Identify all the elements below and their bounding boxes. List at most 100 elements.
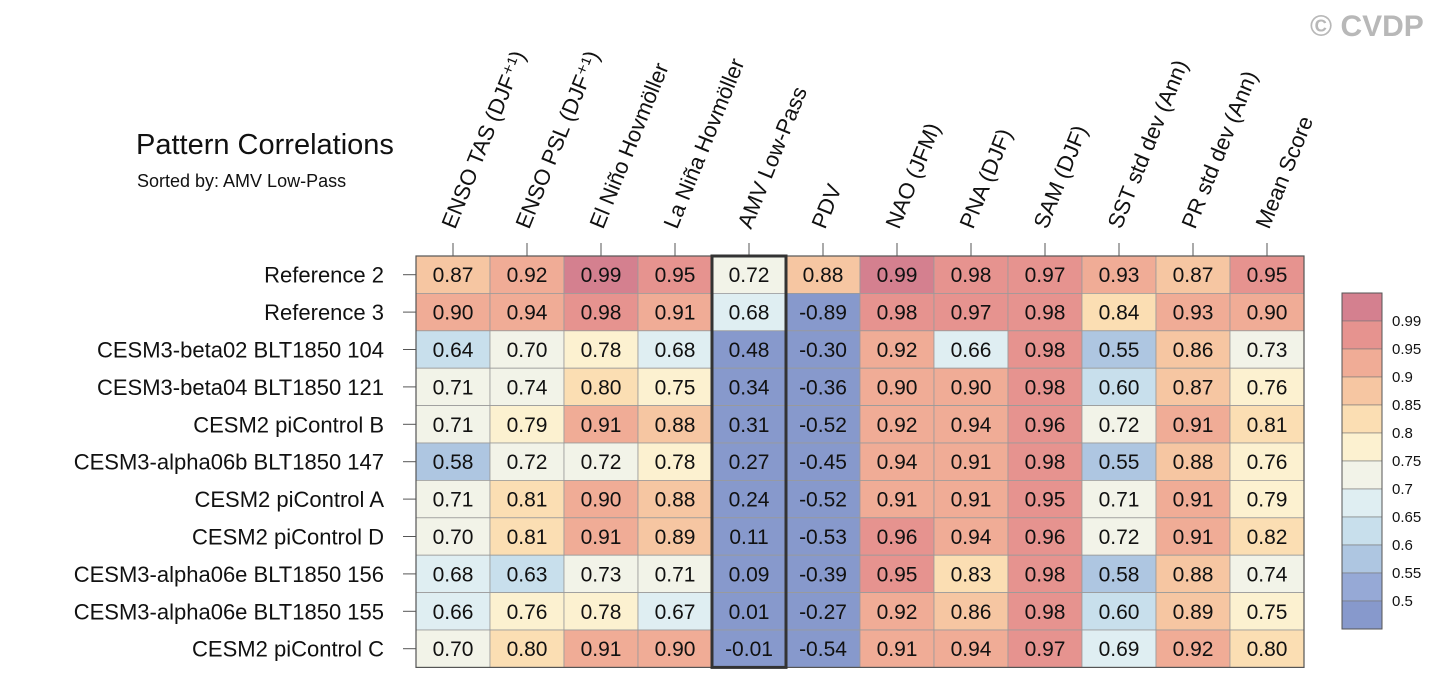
cell-value-label: 0.96	[877, 526, 918, 549]
cell-value-label: 0.71	[433, 489, 474, 512]
cell-value-label: 0.71	[433, 376, 474, 399]
cell-value-label: 0.60	[1099, 601, 1140, 624]
column-labels: ENSO TAS (DJF⁺¹)ENSO PSL (DJF⁺¹)El Niño …	[436, 47, 1318, 256]
chart-subtitle: Sorted by: AMV Low-Pass	[137, 171, 346, 191]
cell-value-label: 0.74	[1247, 563, 1288, 586]
row-label: CESM3-beta02 BLT1850 104	[97, 338, 384, 363]
cell-value-label: 0.94	[877, 451, 918, 474]
heatmap-cell	[1229, 292, 1305, 332]
heatmap-cell	[415, 255, 491, 294]
colorbar-label: 0.65	[1392, 509, 1421, 526]
heatmap-cell	[933, 330, 1009, 369]
highlighted-column-box	[710, 254, 788, 669]
heatmap-cell	[637, 405, 713, 444]
cell-value-label: 0.91	[877, 638, 918, 661]
cell-value-label: 0.95	[1025, 489, 1066, 512]
cell-value-label: 0.24	[729, 489, 770, 512]
heatmap-cell	[1081, 592, 1157, 631]
cell-value-label: 0.95	[1247, 264, 1288, 287]
heatmap-cell	[859, 405, 935, 444]
colorbar-swatch	[1341, 460, 1383, 490]
heatmap-cell	[859, 255, 935, 294]
column-label: Mean Score	[1250, 113, 1318, 232]
heatmap-cell	[711, 517, 787, 556]
row-label: CESM2 piControl A	[194, 487, 384, 512]
colorbar-swatch	[1341, 376, 1383, 406]
colorbar-label: 0.95	[1392, 341, 1421, 358]
heatmap-cell	[637, 367, 713, 407]
cell-value-label: 0.98	[1025, 601, 1066, 624]
cell-value-label: 0.82	[1247, 526, 1288, 549]
cell-value-label: 0.90	[433, 302, 474, 325]
cell-value-label: -0.52	[799, 414, 847, 437]
cell-value-label: 0.48	[729, 339, 770, 362]
column-label: ENSO PSL (DJF⁺¹)	[510, 47, 604, 232]
cell-value-label: 0.92	[877, 339, 918, 362]
heatmap-cell	[933, 479, 1009, 519]
cell-value-label: 0.90	[655, 638, 696, 661]
cell-value-label: 0.76	[1247, 451, 1288, 474]
cell-value-label: 0.78	[655, 451, 696, 474]
heatmap-cell	[1229, 442, 1305, 481]
cell-value-label: 0.72	[729, 264, 770, 287]
column-label: PNA (DJF)	[954, 125, 1017, 232]
cell-value-label: 0.58	[1099, 563, 1140, 586]
heatmap-cell	[563, 442, 639, 481]
cell-value-label: 0.88	[655, 414, 696, 437]
cell-value-label: 0.91	[581, 414, 622, 437]
colorbar-label: 0.9	[1392, 369, 1413, 386]
cell-value-label: 0.73	[1247, 339, 1288, 362]
cell-value-label: 0.70	[507, 339, 548, 362]
heatmap-cell	[1155, 517, 1231, 556]
heatmap-cell	[637, 292, 713, 332]
heatmap-cell	[711, 554, 787, 594]
cell-value-label: 0.87	[433, 264, 474, 287]
heatmap-cell	[1007, 330, 1083, 369]
cell-value-label: 0.91	[1173, 489, 1214, 512]
column-label: NAO (JFM)	[880, 119, 945, 231]
heatmap-cell	[489, 330, 565, 369]
cell-value-label: 0.01	[729, 601, 770, 624]
heatmap-cell	[711, 479, 787, 519]
cell-value-label: 0.83	[951, 563, 992, 586]
cell-value-label: 0.27	[729, 451, 770, 474]
heatmap-cell	[1155, 479, 1231, 519]
cell-value-label: 0.78	[581, 601, 622, 624]
colorbar-label: 0.5	[1392, 593, 1413, 610]
cell-value-label: 0.89	[1173, 601, 1214, 624]
cell-value-label: 0.99	[581, 264, 622, 287]
heatmap-cell	[1229, 255, 1305, 294]
heatmap-cell	[1155, 255, 1231, 294]
row-labels: Reference 2 Reference 3 CESM3-beta02 BLT18…	[74, 263, 416, 662]
colorbar-swatch	[1341, 292, 1383, 322]
cell-value-label: 0.72	[581, 451, 622, 474]
colorbar-label: 0.6	[1392, 537, 1413, 554]
cell-value-label: 0.98	[951, 264, 992, 287]
column-label: ENSO TAS (DJF⁺¹)	[436, 47, 530, 232]
heatmap-cell	[1229, 330, 1305, 369]
heatmap-cell	[1081, 292, 1157, 332]
cell-value-label: -0.30	[799, 339, 847, 362]
heatmap-cell	[711, 592, 787, 631]
colorbar-swatch	[1341, 432, 1383, 462]
column-label: AMV Low-Pass	[732, 83, 812, 232]
cell-value-label: 0.91	[951, 489, 992, 512]
heatmap-cell	[563, 330, 639, 369]
heatmap-cell	[1081, 517, 1157, 556]
cell-value-label: 0.95	[877, 563, 918, 586]
cell-value-label: 0.94	[951, 414, 992, 437]
colorbar: 0.99 0.95 0.9 0.85 0.8 0.75 0.7 0.65 0.6 0.55 0.5	[1341, 292, 1421, 630]
heatmap-cell	[711, 629, 787, 668]
cell-value-label: 0.34	[729, 376, 770, 399]
cell-value-label: 0.88	[1173, 563, 1214, 586]
cell-value-label: 0.71	[655, 563, 696, 586]
cell-value-label: 0.88	[803, 264, 844, 287]
heatmap-cell	[1081, 405, 1157, 444]
cell-value-label: 0.87	[1173, 264, 1214, 287]
heatmap-grid: 0.87 0.92 0.99 0.95 0.72 0.88 0.99 0.98 0.97 0.93…	[415, 254, 1305, 669]
row-label: Reference 3	[264, 300, 384, 325]
heatmap-cell	[637, 554, 713, 594]
cell-value-label: 0.68	[433, 563, 474, 586]
colorbar-label: 0.75	[1392, 453, 1421, 470]
heatmap-cell	[1007, 479, 1083, 519]
